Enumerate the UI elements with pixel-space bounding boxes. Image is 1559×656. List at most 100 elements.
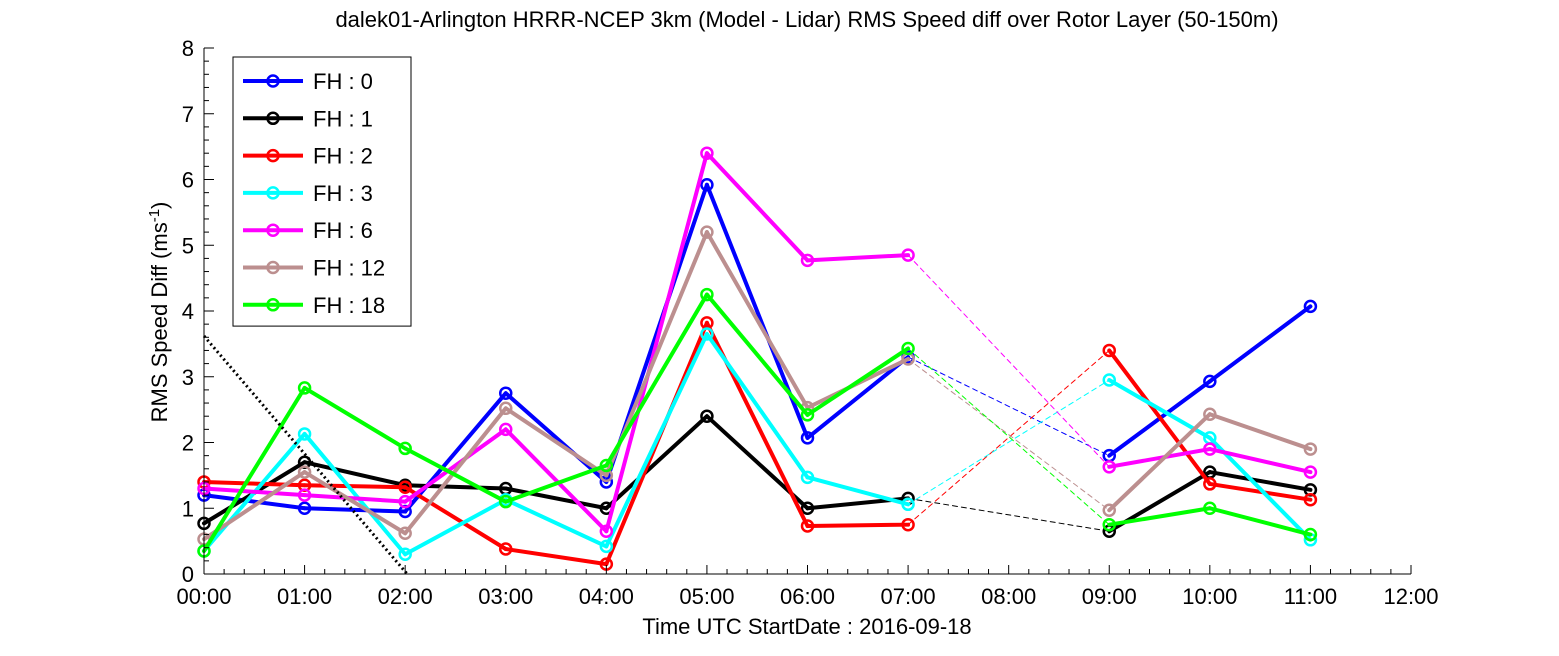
data-point [1102,517,1116,532]
legend-label: FH : 18 [313,293,385,318]
y-axis-label-superscript: -1 [146,209,163,222]
series-line-segment [302,460,408,488]
x-tick-label: 11:00 [1284,584,1337,609]
data-point [398,547,412,562]
data-point [599,458,614,473]
data-point [398,441,412,456]
legend-label: FH : 6 [313,218,373,243]
data-point [297,501,312,515]
series-line-segment [202,385,307,553]
data-point [499,386,513,400]
series-line-segment [503,547,609,567]
x-tick-label: 02:00 [378,584,433,609]
legend-swatch-marker [266,148,280,163]
data-point [700,178,714,192]
series-line-segment [1207,470,1313,492]
data-point [700,327,714,341]
data-point [1303,492,1318,507]
x-tick-label: 05:00 [679,584,734,609]
legend-label: FH : 12 [313,256,385,281]
legend-label: FH : 2 [313,144,373,169]
y-tick-labels: 0 1 2 3 4 5 6 7 8 [182,36,194,587]
series-line-segment [202,486,307,498]
y-tick-label: 4 [182,299,194,324]
data-point [499,542,513,556]
x-tick-label: 07:00 [881,584,936,609]
legend-swatch-marker [266,186,280,200]
series-line-segment [403,427,508,504]
data-point [398,526,412,540]
series-line-segment [403,483,508,491]
data-point [499,422,513,437]
series-line-segment [302,506,408,514]
legend-swatch-marker [266,111,280,126]
series-line-segment [202,493,307,511]
series-layer [197,146,1318,571]
data-point [700,225,714,239]
data-point [1303,527,1318,542]
data-point [599,539,614,554]
data-point [700,146,714,160]
data-point [800,431,815,445]
series-line-segment [403,497,508,557]
x-tick-label: 10:00 [1182,584,1237,609]
data-point [1303,465,1318,479]
data-point [1303,442,1318,456]
y-axis-label-close: ) [147,202,172,209]
series-line-segment [302,431,408,557]
data-point [800,408,815,422]
data-point [700,287,714,302]
series-line-segment [805,346,911,417]
series-line-segment [302,470,408,536]
data-point [1203,501,1217,515]
x-tick-labels: 00:00 01:00 02:00 03:00 04:00 05:00 06:00 07:00… [176,584,1438,609]
series-line-segment [704,230,810,410]
series-line-segment [202,470,307,542]
data-point [499,494,513,509]
series-line-segment [1207,412,1313,452]
series-fh-3 [197,327,1318,562]
data-point [800,253,815,268]
series-line-segment [503,391,609,484]
series-line-segment [302,385,408,451]
series-line-segment [805,475,911,507]
legend-entry: FH : 2 [243,144,373,169]
x-tick-label: 08:00 [981,584,1036,609]
series-line-segment [1207,447,1313,475]
series-line-segment [604,332,709,549]
data-point [297,488,312,502]
data-point [700,409,714,423]
y-tick-label: 1 [182,496,194,521]
annotation-layer [202,335,409,575]
series-line-segment [1107,348,1212,486]
y-axis-label: RMS Speed Diff (ms-1) [146,202,172,423]
legend-entry: FH : 1 [243,106,373,131]
series-line-segment [403,446,508,504]
legend-label: FH : 0 [313,69,373,94]
series-line-segment [704,292,810,417]
data-point [1102,343,1116,358]
legend-entry: FH : 3 [243,181,373,206]
data-point [297,381,312,395]
data-point [1102,460,1116,474]
series-gap-segment [907,379,1110,505]
x-tick-label: 12:00 [1383,584,1438,609]
data-point [800,501,815,515]
x-tick-label: 01:00 [277,584,332,609]
data-point [297,427,312,441]
data-point [1303,299,1318,314]
series-gap-segment [907,254,1110,468]
legend-label: FH : 3 [313,181,373,206]
data-point [398,480,412,494]
legend-entry: FH : 6 [243,218,373,243]
series-line-segment [704,332,810,480]
dotted-annotation-line [202,335,409,575]
series-line-segment [604,151,709,534]
data-point [901,248,915,262]
series-line-segment [604,414,709,511]
data-point [1203,477,1217,491]
series-line-segment [805,522,911,529]
series-line-segment [1107,506,1212,527]
y-axis-label-main: RMS Speed Diff (ms [147,222,172,422]
series-line-segment [1107,412,1212,513]
